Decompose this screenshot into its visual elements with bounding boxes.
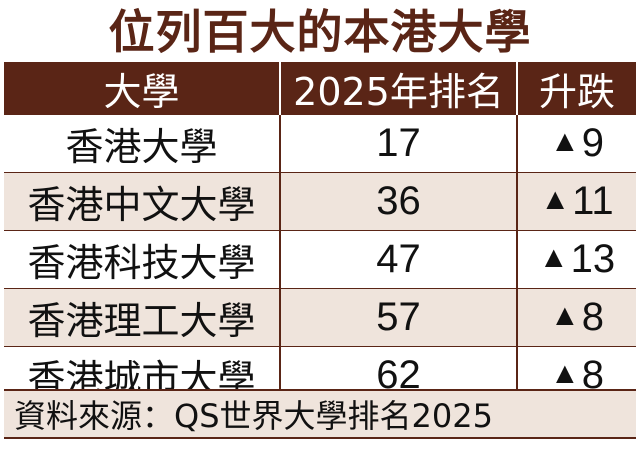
table-row: 香港中文大學 36 ▲ 11: [4, 173, 636, 231]
change-value: 11: [572, 179, 614, 223]
table-row: 香港科技大學 47 ▲ 13: [4, 231, 636, 289]
change-cell: ▲ 11: [516, 173, 636, 230]
change-value: 13: [570, 237, 616, 281]
header-university: 大學: [103, 70, 180, 114]
rank-value: 17: [279, 115, 516, 172]
university-name: 香港科技大學: [27, 241, 256, 285]
header-change: 升跌: [516, 62, 636, 115]
up-triangle-icon: ▲: [550, 356, 580, 390]
rank-value: 57: [279, 289, 516, 346]
change-cell: ▲ 13: [516, 231, 636, 288]
source-footnote: 資料來源：QS世界大學排名2025: [4, 389, 636, 439]
rank-value: 47: [279, 231, 516, 288]
change-value: 8: [581, 295, 604, 339]
header-rank: 2025年排名: [279, 62, 516, 115]
university-name: 香港大學: [65, 125, 218, 169]
table-header-row: 大學 2025年排名 升跌: [4, 62, 636, 115]
table-row: 香港理工大學 57 ▲ 8: [4, 289, 636, 347]
rank-value: 36: [279, 173, 516, 230]
change-value: 9: [581, 121, 604, 165]
change-value: 8: [581, 353, 604, 397]
university-name: 香港中文大學: [27, 183, 256, 227]
university-name: 香港理工大學: [27, 299, 256, 343]
up-triangle-icon: ▲: [550, 124, 580, 158]
up-triangle-icon: ▲: [550, 298, 580, 332]
ranking-table: 大學 2025年排名 升跌 香港大學 17 ▲ 9 香港中文大學 36 ▲ 11…: [4, 62, 636, 405]
change-cell: ▲ 9: [516, 115, 636, 172]
up-triangle-icon: ▲: [538, 240, 569, 274]
page-title: 位列百大的本港大學: [108, 5, 532, 59]
table-row: 香港大學 17 ▲ 9: [4, 115, 636, 173]
up-triangle-icon: ▲: [540, 182, 571, 216]
change-cell: ▲ 8: [516, 289, 636, 346]
change-cell: ▲ 8: [516, 347, 636, 404]
